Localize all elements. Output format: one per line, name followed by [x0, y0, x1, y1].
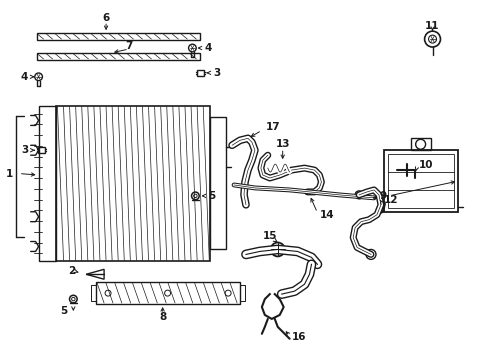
Text: 11: 11: [425, 21, 439, 31]
Bar: [387, 154, 453, 208]
Text: 7: 7: [125, 41, 132, 51]
Text: 15: 15: [262, 230, 277, 240]
Text: 2: 2: [67, 266, 75, 276]
Bar: [37, 53, 200, 60]
Bar: [96, 282, 240, 304]
Bar: [240, 285, 244, 301]
Text: 1: 1: [6, 168, 14, 179]
Text: 10: 10: [418, 160, 432, 170]
Bar: [383, 150, 457, 212]
Text: 6: 6: [102, 13, 109, 23]
Text: 3: 3: [213, 68, 220, 78]
Text: 4: 4: [204, 43, 211, 53]
Bar: [210, 117, 225, 249]
Text: 8: 8: [159, 312, 166, 322]
Text: 12: 12: [383, 195, 398, 205]
Text: 13: 13: [275, 139, 289, 149]
Bar: [410, 138, 429, 150]
Text: 5: 5: [208, 191, 215, 201]
Bar: [37, 33, 200, 40]
Text: 17: 17: [265, 122, 280, 132]
Bar: [91, 285, 96, 301]
Text: 14: 14: [319, 210, 333, 220]
Text: 3: 3: [21, 145, 29, 155]
Polygon shape: [86, 269, 104, 279]
Bar: [197, 70, 203, 76]
Text: 9: 9: [379, 191, 386, 201]
Text: 4: 4: [20, 72, 28, 82]
Text: 5: 5: [60, 306, 67, 316]
Bar: [56, 105, 210, 261]
Bar: [39, 105, 56, 261]
Text: 16: 16: [291, 332, 305, 342]
Bar: [39, 148, 45, 153]
